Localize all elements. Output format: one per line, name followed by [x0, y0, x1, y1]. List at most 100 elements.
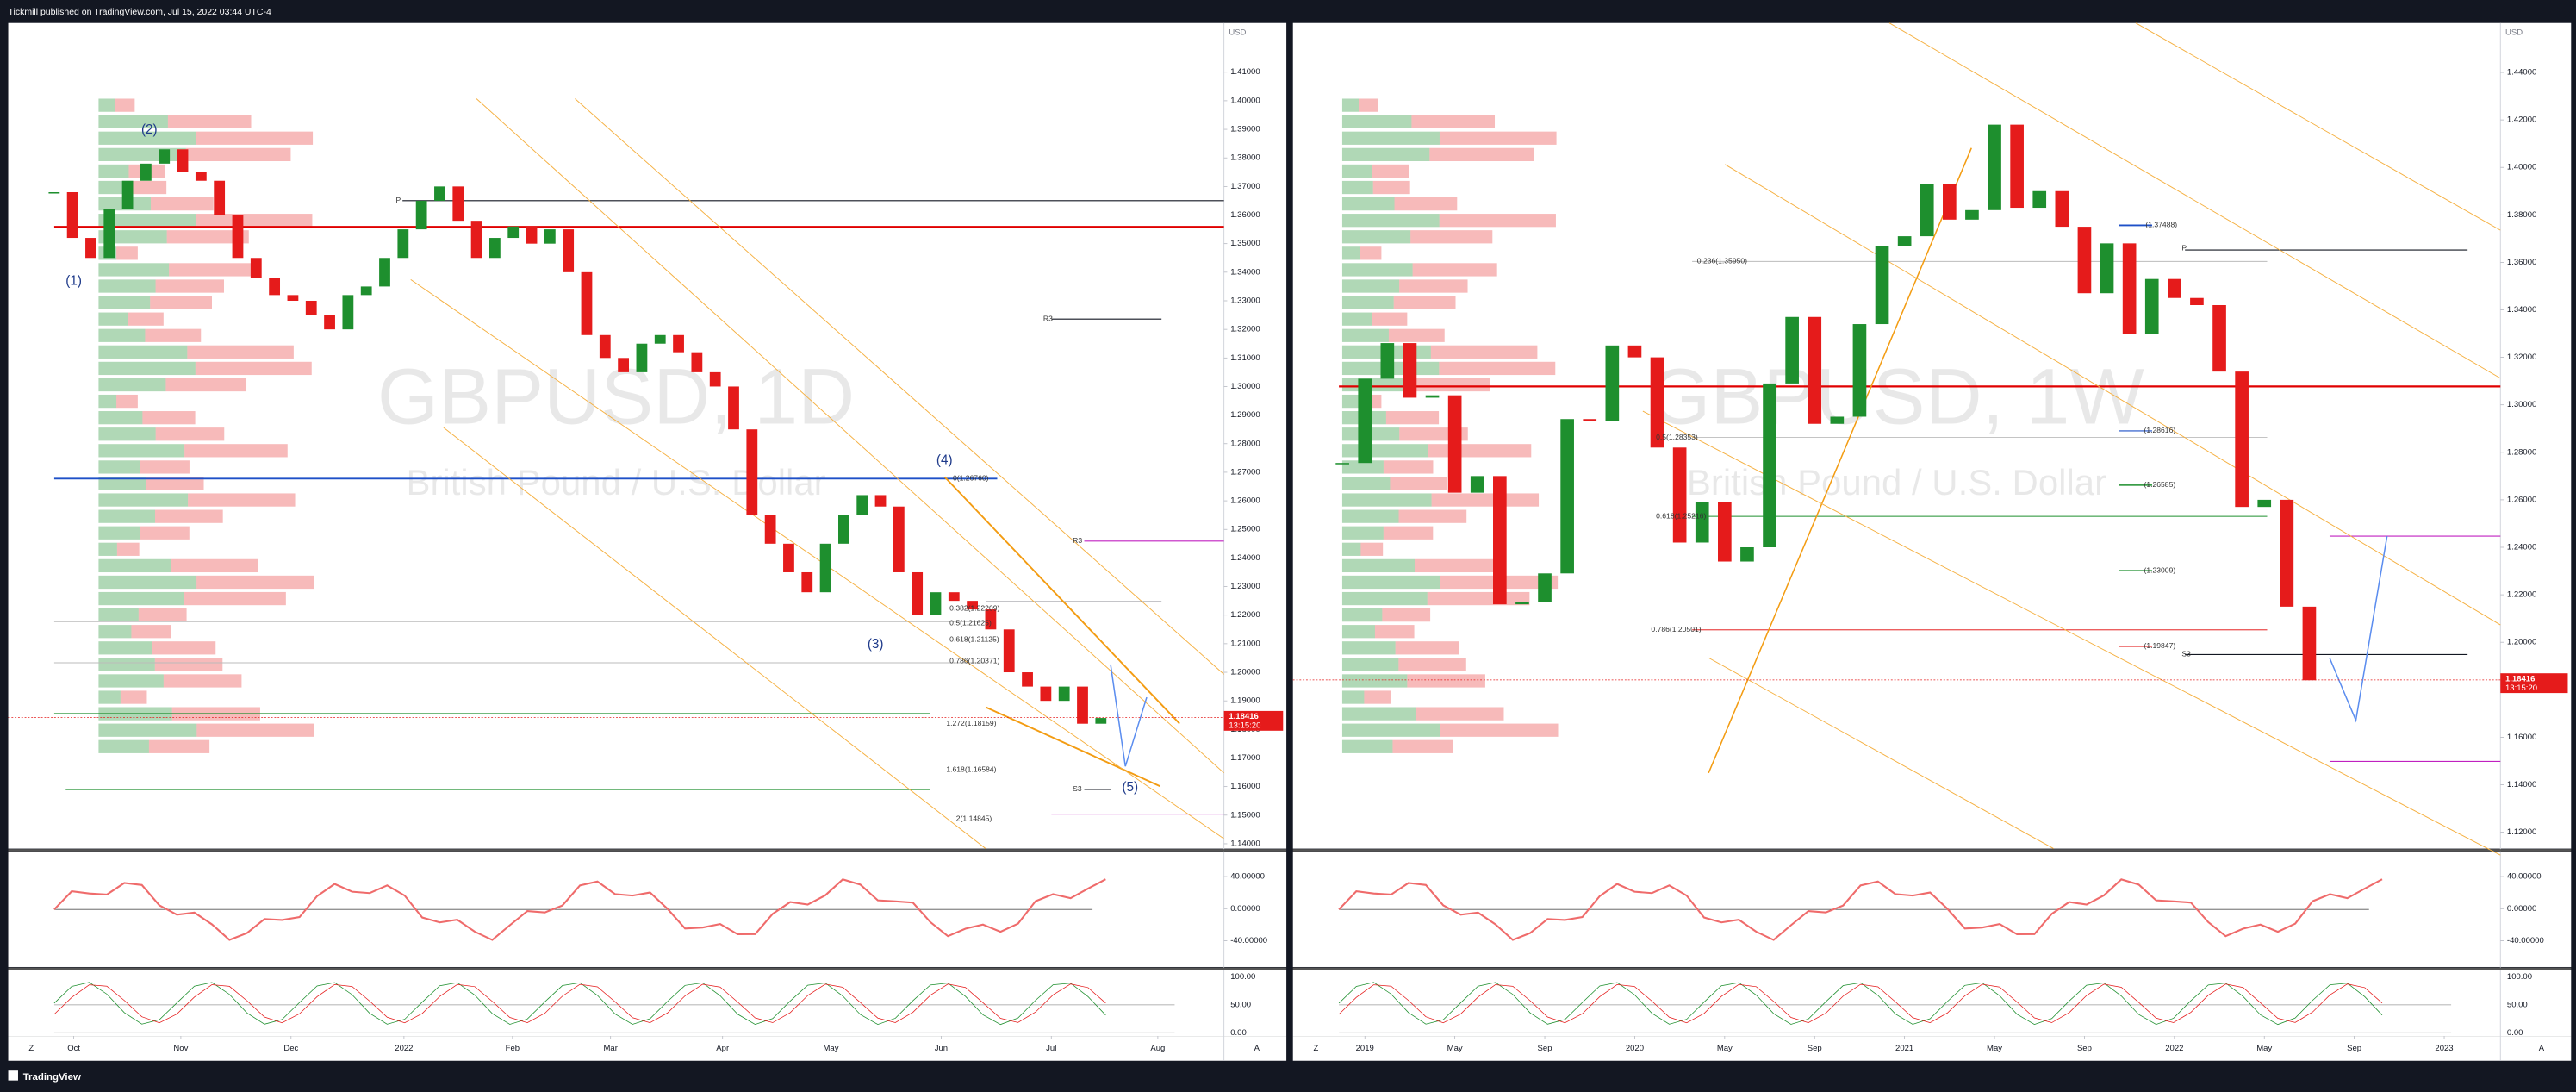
candle — [783, 543, 794, 572]
volume-profile — [116, 542, 140, 556]
volume-profile — [1372, 180, 1410, 195]
volume-profile — [1390, 477, 1448, 490]
volume-profile — [1341, 526, 1384, 540]
y-tick-label: 1.15000 — [1230, 810, 1260, 820]
annotation: (1) — [65, 273, 82, 288]
candle — [2077, 227, 2092, 294]
candle — [489, 238, 501, 259]
main-pane — [8, 22, 1287, 849]
header-text: Tickmill published on TradingView.com, J… — [9, 8, 271, 17]
x-tick-label: Jun — [935, 1044, 948, 1053]
y-tick-label: 1.30000 — [1230, 382, 1260, 391]
candle — [764, 515, 776, 544]
x-tick-label: Oct — [67, 1044, 80, 1053]
candle — [2302, 606, 2317, 681]
candle — [1560, 419, 1574, 574]
drawing-line — [575, 98, 1224, 675]
control-z[interactable]: Z — [28, 1044, 34, 1053]
time-axis — [8, 1036, 1287, 1061]
volume-profile — [1430, 345, 1538, 359]
watermark-title: GBPUSD, 1D — [377, 353, 855, 441]
drawing-line — [1708, 657, 2054, 850]
candle — [1965, 209, 1979, 220]
volume-profile — [1341, 707, 1416, 721]
candle — [838, 515, 849, 544]
volume-profile — [98, 214, 196, 228]
drawing-line — [1708, 147, 1972, 774]
y-tick-label: 1.14000 — [1230, 839, 1260, 848]
volume-profile — [98, 641, 152, 655]
stoch-tick-label: 50.00 — [1230, 1000, 1251, 1009]
control-a[interactable]: A — [1254, 1044, 1260, 1053]
volume-profile — [1383, 526, 1434, 540]
candle — [930, 592, 942, 615]
volume-profile — [1383, 460, 1434, 474]
candle — [1403, 343, 1417, 398]
y-tick-label: 1.20000 — [2507, 638, 2536, 647]
annotation: R3 — [1073, 536, 1082, 545]
volume-profile — [98, 444, 185, 458]
volume-profile — [1439, 361, 1556, 376]
candle — [48, 191, 60, 194]
volume-profile — [187, 345, 294, 359]
volume-profile — [166, 230, 249, 244]
volume-profile — [98, 591, 184, 606]
candle — [819, 543, 831, 593]
volume-profile — [150, 296, 212, 309]
candle — [1358, 378, 1372, 464]
volume-profile — [1341, 214, 1440, 228]
last-price-badge — [2500, 673, 2568, 694]
candle — [654, 334, 666, 344]
x-tick-label: Sep — [1808, 1044, 1822, 1053]
volume-profile — [98, 378, 166, 392]
annotation: (1.19847) — [2144, 641, 2175, 650]
x-tick-label: 2019 — [1356, 1044, 1374, 1053]
candle — [66, 191, 78, 239]
candle — [507, 226, 520, 239]
watermark-subtitle: British Pound / U.S. Dollar — [1687, 462, 2106, 502]
volume-profile — [1439, 214, 1556, 228]
y-tick-label: 1.40000 — [1230, 96, 1260, 105]
x-tick-label: Mar — [603, 1044, 618, 1053]
drawing-line — [410, 278, 1224, 839]
y-tick-label: 1.16000 — [2507, 733, 2536, 742]
volume-profile — [98, 658, 155, 671]
x-tick-label: Sep — [1538, 1044, 1552, 1053]
annotation: 0.5(1.28353) — [1656, 433, 1698, 441]
volume-profile — [1341, 180, 1373, 195]
y-tick-label: 1.30000 — [2507, 400, 2536, 409]
candle — [1943, 184, 1957, 220]
y-tick-label: 1.39000 — [1230, 125, 1260, 134]
candle — [1040, 686, 1052, 702]
candle — [452, 186, 464, 222]
annotation: 0.236(1.35950) — [1697, 257, 1747, 265]
drawing-line — [1642, 410, 2501, 856]
x-tick-label: 2022 — [395, 1044, 413, 1053]
volume-profile — [98, 411, 143, 425]
volume-profile — [98, 328, 146, 342]
candle — [2144, 278, 2159, 334]
candle — [269, 278, 281, 296]
volume-profile — [1341, 674, 1408, 688]
candle — [599, 334, 611, 359]
candle — [801, 571, 813, 593]
y-tick-label: 1.12000 — [2507, 827, 2536, 837]
candle — [1897, 236, 1912, 246]
volume-profile — [195, 361, 312, 376]
volume-profile — [163, 674, 242, 688]
volume-profile — [1341, 279, 1400, 293]
y-tick-label: 1.22000 — [1230, 610, 1260, 620]
volume-profile — [116, 394, 138, 409]
control-z[interactable]: Z — [1314, 1044, 1319, 1053]
x-tick-label: May — [2256, 1044, 2272, 1053]
x-tick-label: Jul — [1046, 1044, 1056, 1053]
volume-profile — [98, 296, 151, 309]
candle — [287, 295, 299, 301]
control-a[interactable]: A — [2539, 1044, 2545, 1053]
volume-profile — [1341, 312, 1372, 326]
volume-profile — [1372, 164, 1409, 178]
volume-profile — [171, 558, 258, 573]
volume-profile — [1416, 707, 1504, 721]
volume-profile — [151, 197, 214, 211]
